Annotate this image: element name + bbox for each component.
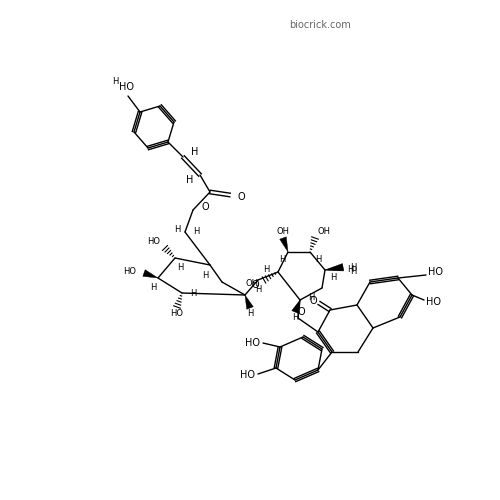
Text: H: H bbox=[347, 266, 354, 274]
Text: H: H bbox=[255, 286, 262, 294]
Text: HO: HO bbox=[118, 82, 134, 92]
Text: HO: HO bbox=[170, 310, 183, 318]
Text: H: H bbox=[308, 292, 314, 302]
Text: O: O bbox=[297, 307, 305, 317]
Text: H: H bbox=[202, 270, 208, 280]
Text: HO: HO bbox=[123, 266, 136, 276]
Polygon shape bbox=[280, 237, 288, 252]
Polygon shape bbox=[325, 265, 344, 271]
Text: OH: OH bbox=[276, 228, 289, 236]
Polygon shape bbox=[325, 264, 344, 270]
Text: H: H bbox=[190, 288, 196, 298]
Text: H: H bbox=[192, 147, 198, 157]
Text: HO: HO bbox=[245, 338, 260, 348]
Text: H: H bbox=[174, 224, 180, 234]
Text: H: H bbox=[264, 264, 270, 274]
Text: H: H bbox=[279, 256, 285, 264]
Text: HO: HO bbox=[240, 370, 255, 380]
Text: O: O bbox=[201, 202, 208, 212]
Text: H: H bbox=[112, 78, 118, 86]
Text: H: H bbox=[177, 264, 183, 272]
Text: O: O bbox=[237, 192, 244, 202]
Text: H: H bbox=[315, 256, 321, 264]
Polygon shape bbox=[245, 295, 254, 310]
Text: H: H bbox=[150, 284, 156, 292]
Polygon shape bbox=[143, 270, 158, 278]
Text: H: H bbox=[330, 274, 336, 282]
Text: O: O bbox=[309, 296, 317, 306]
Text: H: H bbox=[193, 228, 200, 236]
Text: H: H bbox=[350, 268, 356, 276]
Text: H: H bbox=[247, 310, 253, 318]
Text: H: H bbox=[186, 175, 194, 185]
Text: OH: OH bbox=[245, 280, 258, 288]
Text: biocrick.com: biocrick.com bbox=[289, 20, 351, 30]
Text: O: O bbox=[251, 280, 259, 290]
Text: H: H bbox=[350, 264, 356, 272]
Text: HO: HO bbox=[428, 267, 443, 277]
Text: OH: OH bbox=[318, 228, 331, 236]
Text: HO: HO bbox=[147, 238, 160, 246]
Text: HO: HO bbox=[426, 297, 441, 307]
Polygon shape bbox=[292, 300, 300, 314]
Text: H: H bbox=[292, 314, 298, 322]
